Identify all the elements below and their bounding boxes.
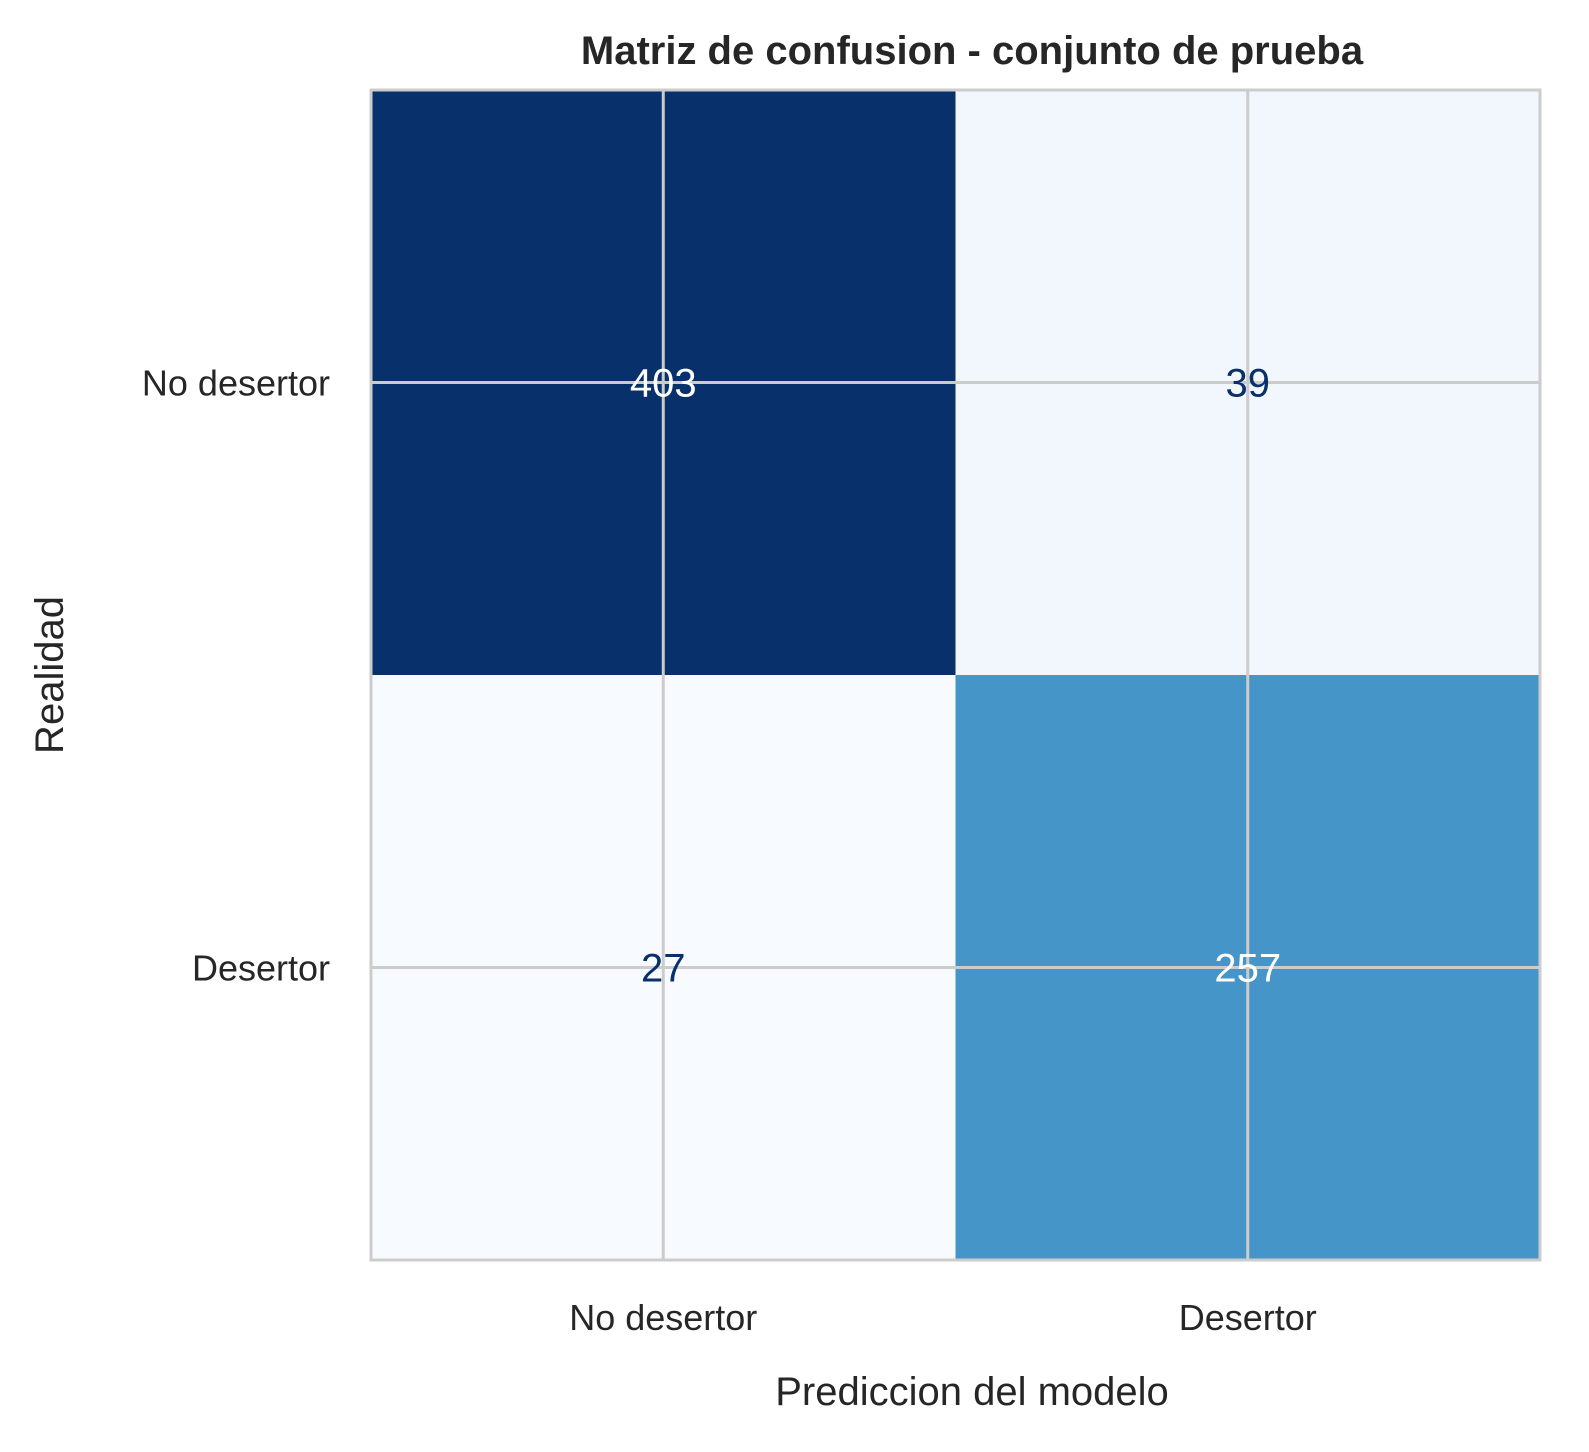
grid-lines xyxy=(371,90,1540,1260)
x-axis-label: Prediccion del modelo xyxy=(775,1370,1169,1414)
matrix-cells xyxy=(371,90,1541,1261)
cell-value-label: 27 xyxy=(641,947,686,991)
y-tick-label: No desertor xyxy=(142,363,330,404)
tick-labels: No desertor Desertor No desertor Desertor xyxy=(142,363,1317,1339)
x-tick-label: No desertor xyxy=(569,1297,757,1338)
chart-title: Matriz de confusion - conjunto de prueba xyxy=(581,29,1364,73)
plot-frame xyxy=(369,88,1542,1262)
y-tick-label: Desertor xyxy=(192,948,330,989)
cell-value-labels: 403 39 27 257 xyxy=(630,362,1281,991)
cell-value-label: 39 xyxy=(1226,362,1271,406)
x-tick-label: Desertor xyxy=(1179,1297,1317,1338)
cell-value-label: 257 xyxy=(1214,947,1281,991)
cell-value-label: 403 xyxy=(630,362,697,406)
y-axis-label: Realidad xyxy=(28,596,72,754)
